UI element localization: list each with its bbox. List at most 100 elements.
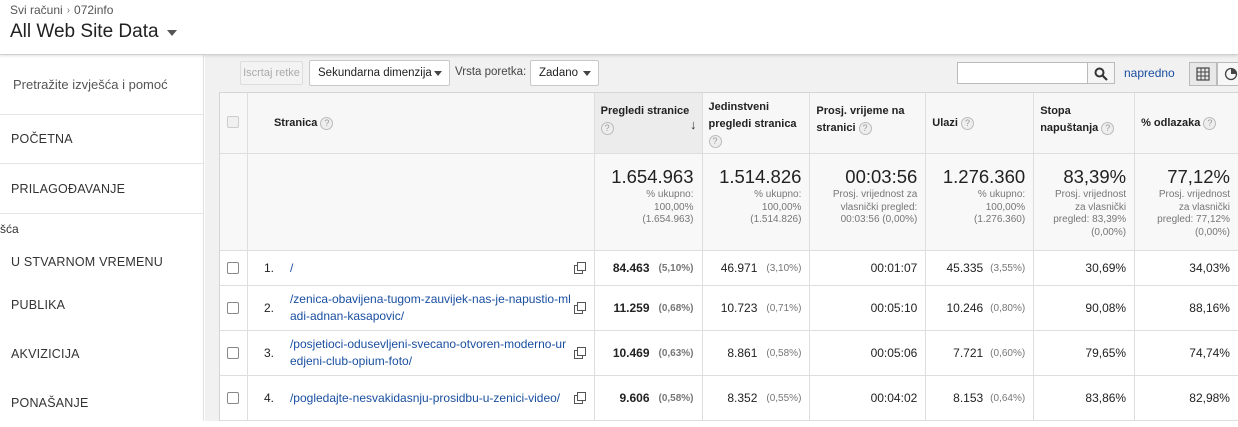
- entrances-pct: (0,80%): [990, 302, 1026, 314]
- exit-rate-value: 83,86%: [1085, 391, 1127, 405]
- pageviews-value: 10.469: [612, 346, 650, 360]
- avg-time-value: 00:04:02: [870, 391, 918, 405]
- bounce-rate-value: 34,03%: [1189, 261, 1230, 275]
- help-icon[interactable]: ?: [960, 116, 974, 130]
- header-bounce-rate[interactable]: % odlazaka?: [1135, 93, 1238, 153]
- header-avg-time-line1: Prosj. vrijeme na: [816, 105, 905, 117]
- sidebar-item-audience[interactable]: PUBLIKA: [11, 297, 66, 312]
- secondary-dimension-dropdown[interactable]: Sekundarna dimenzija: [309, 60, 450, 86]
- unique-pct: (0,55%): [766, 392, 802, 404]
- row-index: 1.: [263, 261, 274, 275]
- header-entrances[interactable]: Ulazi?: [926, 93, 1035, 153]
- header-pageviews-label: Pregledi stranice: [600, 105, 690, 117]
- entrances-pct: (0,60%): [990, 347, 1026, 359]
- breadcrumb: Svi računi › 072info: [10, 3, 113, 17]
- external-link-icon[interactable]: [573, 286, 586, 330]
- property-selector[interactable]: All Web Site Data: [10, 21, 177, 43]
- header-pageviews[interactable]: Pregledi stranice? ↓: [594, 93, 703, 153]
- exit-rate-value: 30,69%: [1085, 261, 1127, 275]
- page-link[interactable]: /pogledajte-nesvakidasnju-prosidbu-u-zen…: [289, 390, 561, 405]
- total-avg-time-sub: Prosj. vrijednost za vlasnički pregled: 00…: [832, 189, 918, 225]
- unique-value: 8.352: [727, 391, 758, 405]
- sidebar-section-label: šća: [0, 213, 203, 243]
- total-pageviews: 1.654.963 % ukupno: 100,00% (1.654.963): [594, 154, 703, 250]
- sidebar-item-realtime[interactable]: U STVARNOM VREMENU: [11, 254, 163, 269]
- avg-time-value: 00:05:06: [870, 346, 918, 360]
- header-exit-line1: Stopa: [1040, 105, 1071, 117]
- help-icon[interactable]: ?: [1101, 121, 1115, 135]
- unique-pct: (0,58%): [766, 347, 802, 359]
- breadcrumb-account[interactable]: 072info: [74, 3, 114, 17]
- total-pageviews-sub: % ukupno: 100,00% (1.654.963): [642, 189, 694, 225]
- bounce-rate-value: 74,74%: [1189, 346, 1230, 360]
- search-button[interactable]: [1088, 62, 1115, 84]
- row-checkbox[interactable]: [227, 262, 239, 274]
- header-unique-pageviews[interactable]: Jedinstveni pregledi stranica?: [702, 93, 811, 153]
- sidebar-item-behavior[interactable]: PONAŠANJE: [11, 395, 89, 410]
- pie-chart-icon: [1224, 67, 1238, 81]
- grid-icon: [1196, 67, 1210, 81]
- help-icon[interactable]: ?: [600, 121, 614, 135]
- header-exit-rate[interactable]: Stopa napuštanja?: [1034, 93, 1136, 153]
- external-link-icon[interactable]: [573, 251, 586, 285]
- total-entrances-value: 1.276.360: [942, 166, 1026, 187]
- external-link-icon[interactable]: [573, 331, 586, 375]
- help-icon[interactable]: ?: [708, 134, 722, 148]
- page-link[interactable]: /posjetioci-odusevljeni-svecano-otvoren-…: [289, 337, 567, 368]
- total-exit-sub: Prosj. vrijednost za vlasnički pregled: 83…: [1053, 189, 1127, 238]
- sidebar-item-acquisition[interactable]: AKVIZICIJA: [11, 346, 80, 361]
- external-link-icon[interactable]: [573, 376, 586, 420]
- property-name: All Web Site Data: [10, 21, 159, 42]
- table-row: 2. /zenica-obavijena-tugom-zauvijek-nas-…: [220, 286, 1238, 331]
- help-icon[interactable]: ?: [858, 121, 872, 135]
- total-exit-rate: 83,39% Prosj. vrijednost za vlasnički preg…: [1034, 154, 1136, 250]
- header-avg-time-line2: stranici: [816, 122, 856, 134]
- header-bounce-label: % odlazaka: [1141, 117, 1201, 129]
- row-checkbox[interactable]: [227, 302, 239, 314]
- sidebar-search[interactable]: Pretražite izvješća i pomoć: [0, 55, 203, 115]
- row-index: 4.: [263, 391, 274, 405]
- header-unique-line1: Jedinstveni: [708, 101, 770, 113]
- table-toolbar: Iscrtaj retke Sekundarna dimenzija Vrsta…: [205, 55, 1238, 92]
- table-search-input[interactable]: [957, 62, 1088, 84]
- unique-pct: (3,10%): [766, 262, 802, 274]
- sort-desc-icon: ↓: [690, 117, 697, 132]
- chevron-right-icon: ›: [66, 4, 71, 16]
- sort-type-dropdown[interactable]: Zadano: [530, 60, 599, 86]
- total-avg-time: 00:03:56 Prosj. vrijednost za vlasnički p…: [810, 154, 927, 250]
- row-index: 3.: [263, 346, 274, 360]
- report-area: Iscrtaj retke Sekundarna dimenzija Vrsta…: [205, 55, 1238, 421]
- unique-value: 46.971: [720, 261, 758, 275]
- table-header-row: Stranica? Pregledi stranice? ↓ Jedinstve…: [220, 93, 1238, 154]
- avg-time-value: 00:05:10: [870, 301, 918, 315]
- total-bounce-sub: Prosj. vrijednost za vlasnički pregled: 77…: [1157, 189, 1230, 238]
- header-page[interactable]: Stranica?: [247, 93, 595, 153]
- page-link[interactable]: /: [289, 260, 294, 275]
- plot-rows-button[interactable]: Iscrtaj retke: [240, 61, 303, 85]
- table-view-button[interactable]: [1189, 62, 1217, 86]
- help-icon[interactable]: ?: [1203, 116, 1217, 130]
- entrances-pct: (3,55%): [990, 262, 1026, 274]
- row-checkbox[interactable]: [227, 347, 239, 359]
- sidebar-item-home[interactable]: POČETNA: [0, 115, 203, 164]
- entrances-value: 7.721: [953, 346, 984, 360]
- help-icon[interactable]: ?: [320, 116, 334, 130]
- row-checkbox[interactable]: [227, 392, 239, 404]
- sidebar-item-customization[interactable]: PRILAGOĐAVANJE: [11, 181, 126, 196]
- row-index: 2.: [263, 301, 274, 315]
- pageviews-value: 84.463: [612, 261, 650, 275]
- sort-type-value: Zadano: [539, 67, 579, 79]
- header-checkbox-cell: [220, 93, 248, 153]
- pie-view-button[interactable]: [1217, 62, 1238, 86]
- total-unique-sub: % ukupno: 100,00% (1.514.826): [750, 189, 802, 225]
- table-row: 3. /posjetioci-odusevljeni-svecano-otvor…: [220, 331, 1238, 376]
- search-icon: [1094, 67, 1108, 81]
- page-link[interactable]: /zenica-obavijena-tugom-zauvijek-nas-je-…: [289, 292, 571, 323]
- total-exit-value: 83,39%: [1063, 166, 1127, 187]
- exit-rate-value: 90,08%: [1085, 301, 1127, 315]
- select-all-checkbox[interactable]: [227, 116, 239, 128]
- breadcrumb-root[interactable]: Svi računi: [10, 3, 63, 17]
- advanced-filter-link[interactable]: napredno: [1124, 66, 1175, 80]
- header-avg-time[interactable]: Prosj. vrijeme na stranici?: [810, 93, 927, 153]
- unique-value: 10.723: [720, 301, 758, 315]
